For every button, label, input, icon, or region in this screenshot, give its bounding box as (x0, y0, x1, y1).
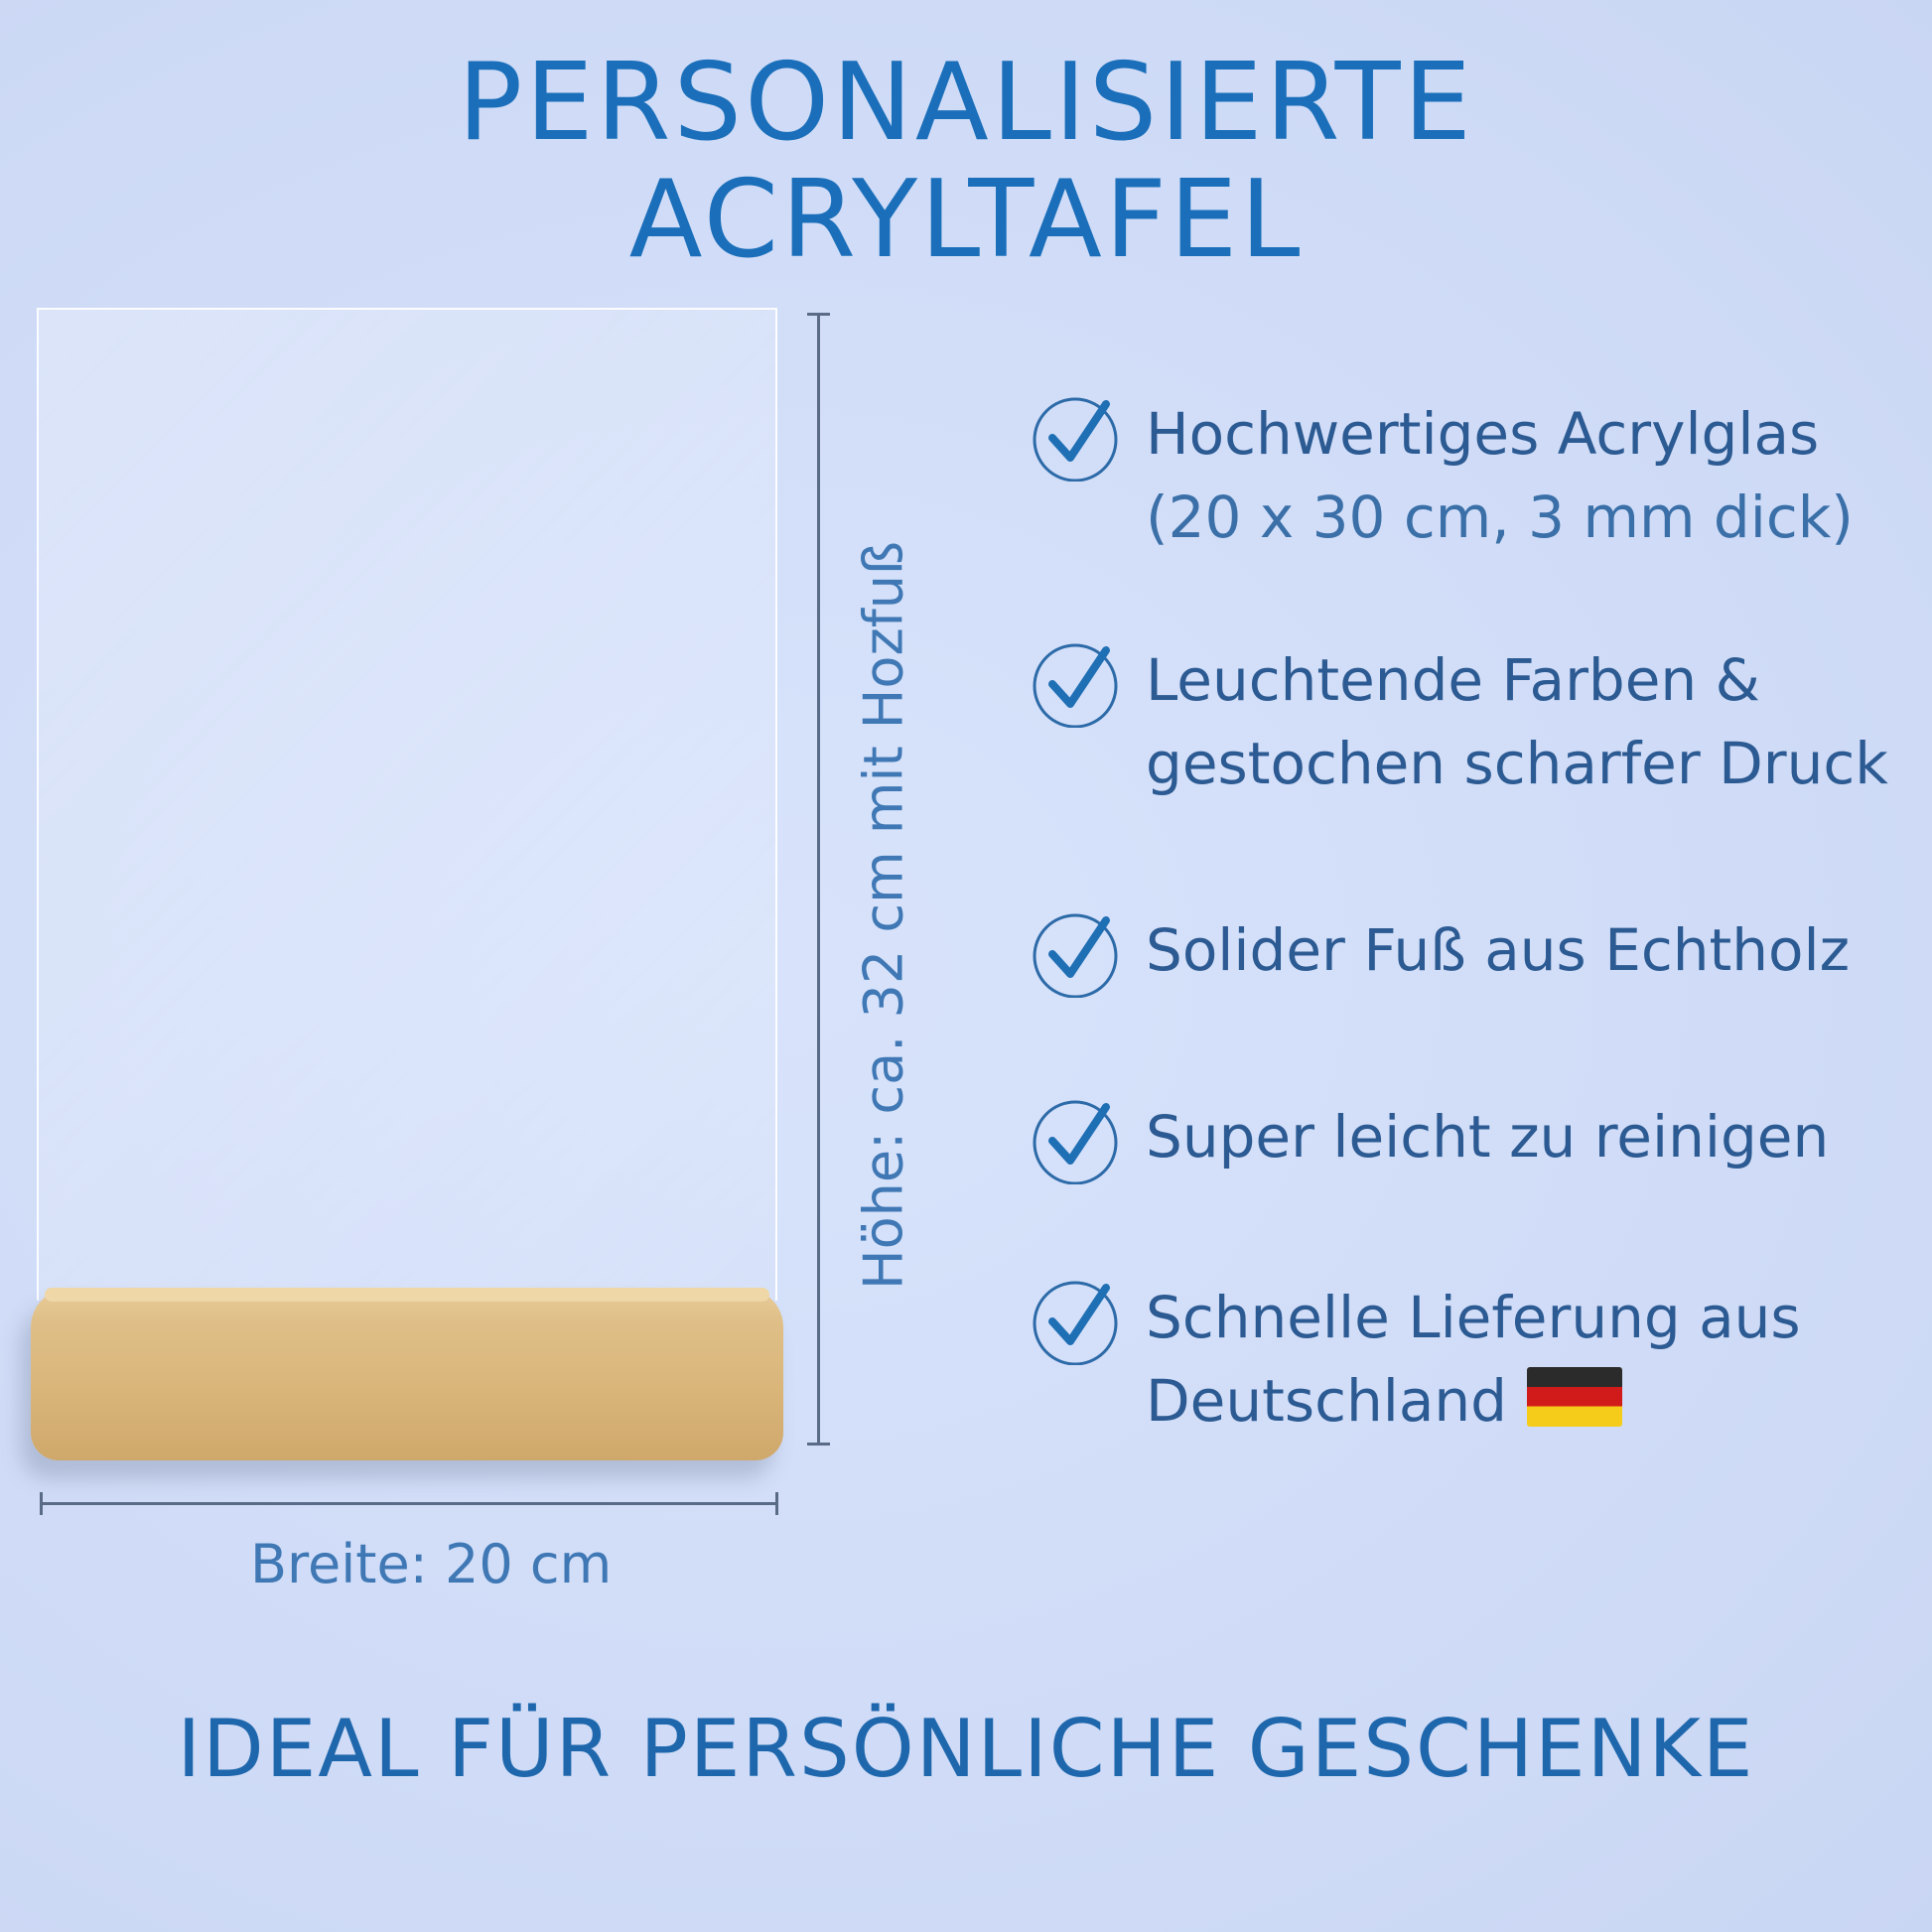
height-dimension-cap-bottom (807, 1443, 830, 1446)
wooden-base-image (31, 1288, 783, 1460)
check-circle-icon (1033, 1281, 1118, 1365)
feature-text: Schnelle Lieferung aus (1146, 1284, 1801, 1351)
width-dimension-line (41, 1502, 777, 1505)
width-label: Breite: 20 cm (250, 1533, 613, 1595)
title-line-2: ACRYLTAFEL (628, 158, 1304, 282)
feature-text: Hochwertiges Acrylglas (1146, 400, 1820, 468)
height-dimension-cap-top (807, 313, 830, 316)
feature-text-sub: (20 x 30 cm, 3 mm dick) (1146, 483, 1854, 551)
feature-item: Super leicht zu reinigen (1033, 1095, 1829, 1184)
feature-item: Schnelle Lieferung aus Deutschland (1033, 1276, 1801, 1443)
feature-item: Hochwertiges Acrylglas (20 x 30 cm, 3 mm … (1033, 392, 1854, 559)
check-circle-icon (1033, 1100, 1118, 1184)
germany-flag-icon (1526, 1367, 1622, 1427)
width-dimension-cap-left (40, 1492, 43, 1515)
feature-text-sub: gestochen scharfer Druck (1146, 730, 1888, 797)
check-circle-icon (1033, 397, 1118, 482)
title-line-1: PERSONALISIERTE (458, 41, 1474, 165)
feature-text: Super leicht zu reinigen (1146, 1103, 1830, 1171)
acrylic-panel-image (37, 308, 777, 1301)
wooden-base-slot (45, 1288, 769, 1302)
feature-item: Leuchtende Farben & gestochen scharfer Dr… (1033, 638, 1888, 805)
tagline: IDEAL FÜR PERSÖNLICHE GESCHENKE (177, 1703, 1755, 1795)
feature-text: Leuchtende Farben & (1146, 646, 1760, 714)
width-dimension-cap-right (775, 1492, 778, 1515)
height-label: Höhe: ca. 32 cm mit Hozfuß (852, 540, 915, 1291)
height-dimension-line (817, 314, 820, 1445)
feature-text: Solider Fuß aus Echtholz (1146, 916, 1851, 984)
feature-item: Solider Fuß aus Echtholz (1033, 908, 1850, 998)
feature-text-sub: Deutschland (1146, 1367, 1507, 1435)
check-circle-icon (1033, 643, 1118, 728)
check-circle-icon (1033, 913, 1118, 998)
